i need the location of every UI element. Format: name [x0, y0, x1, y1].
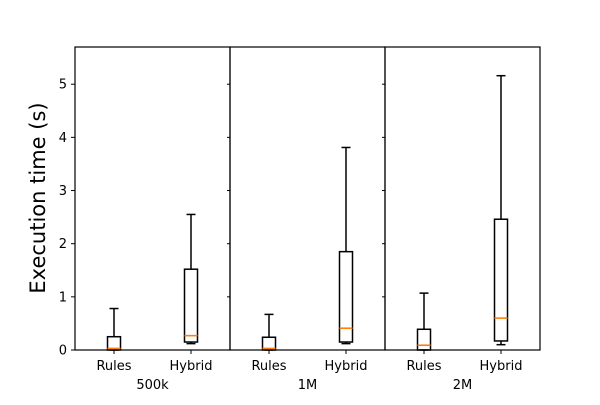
box [261, 336, 277, 351]
box [493, 218, 509, 342]
y-tick-label: 3 [59, 184, 67, 199]
x-tick-label: Hybrid [170, 359, 213, 374]
x-tick-label: Rules [406, 359, 441, 374]
box [338, 250, 354, 343]
y-tick-label: 0 [59, 344, 67, 359]
y-tick-label: 1 [59, 290, 67, 305]
x-tick-label: Rules [96, 359, 131, 374]
panel-frame [384, 46, 541, 351]
y-tick-label: 2 [59, 237, 67, 252]
x-tick-label: Hybrid [325, 359, 368, 374]
panel-2: Rules Hybrid 2M [382, 46, 541, 393]
panel-frame [74, 46, 231, 351]
box [106, 335, 122, 351]
panel-label: 2M [453, 378, 473, 393]
box [183, 268, 199, 343]
panel-frame [229, 46, 386, 351]
x-tick-label: Hybrid [480, 359, 523, 374]
panel-label: 500k [136, 378, 169, 393]
y-tick-label: 5 [59, 78, 67, 93]
y-tick-label: 4 [59, 131, 67, 146]
x-tick-label: Rules [251, 359, 286, 374]
panel-label: 1M [298, 378, 318, 393]
y-axis-label: Execution time (s) [26, 102, 50, 293]
box [416, 328, 432, 351]
panel-1: Rules Hybrid 1M [227, 46, 386, 393]
